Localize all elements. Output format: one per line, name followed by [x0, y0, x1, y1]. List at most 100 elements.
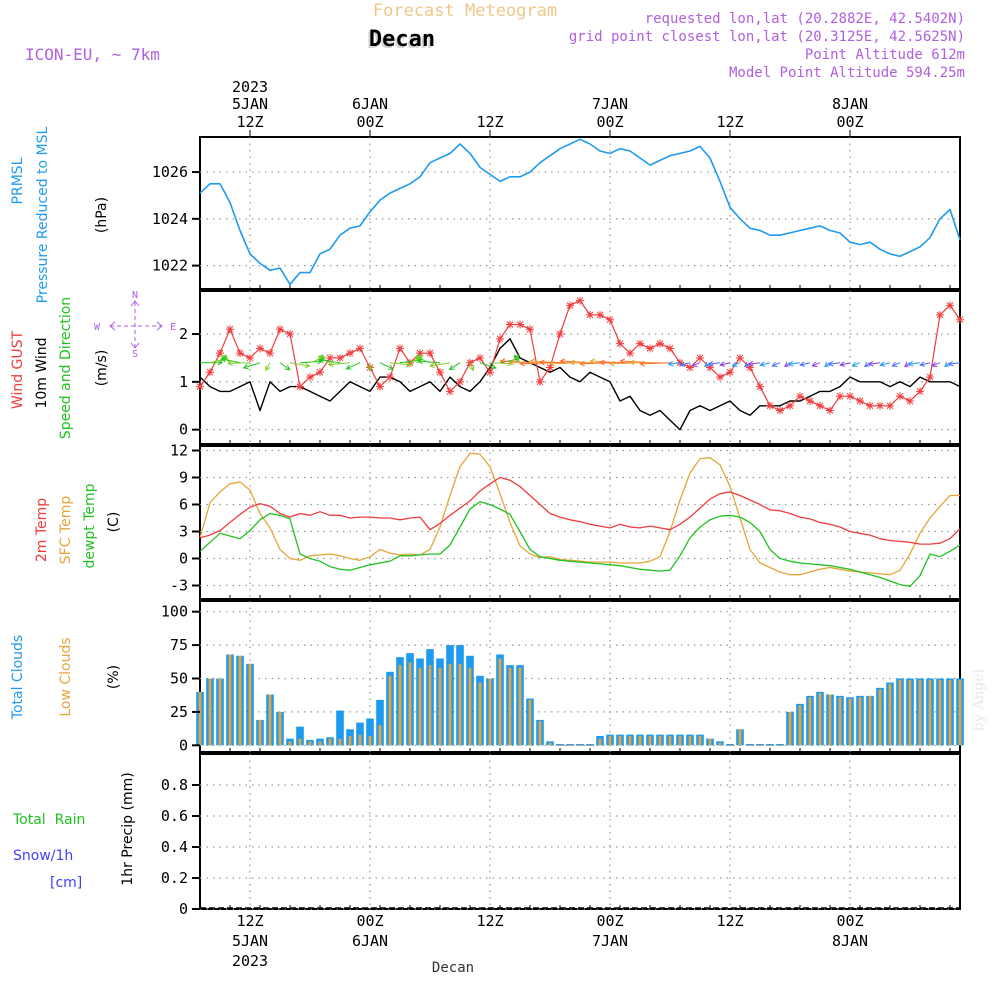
gust-marker	[376, 382, 384, 391]
gust-marker	[936, 310, 944, 319]
low-cloud-bar	[238, 655, 242, 746]
gust-marker	[766, 401, 774, 410]
low-cloud-bar	[738, 729, 742, 746]
y-tick-label: 25	[170, 703, 188, 721]
wind-arrow-head	[490, 364, 497, 370]
wind-arrow-head	[265, 365, 271, 372]
wind-arrow-head	[514, 354, 520, 361]
time-label-top: 00Z	[596, 113, 623, 131]
wind-arrow	[265, 362, 271, 371]
wind-arrow-head	[667, 360, 674, 367]
gust-marker	[896, 392, 904, 401]
sfc-temp-line	[199, 452, 960, 576]
y-tick-label: 9	[179, 469, 188, 487]
wind-arrow	[346, 362, 361, 370]
wind-arrow	[788, 362, 801, 365]
wind-arrow-head	[448, 364, 455, 371]
y-tick-label: 75	[170, 636, 188, 654]
wind-10m-label: 10m Wind	[34, 337, 50, 408]
wind-arrow-head	[679, 361, 686, 367]
total-cloud-bar	[336, 710, 344, 746]
total-cloud-bar	[576, 743, 584, 746]
gust-marker	[806, 396, 814, 405]
total-cloud-bar	[366, 718, 374, 746]
time-label-top: 00Z	[356, 113, 383, 131]
wind-arrow	[812, 362, 821, 367]
wind-arrow-head	[691, 361, 698, 367]
low-cloud-bar	[638, 735, 642, 746]
panel-frame	[199, 753, 961, 910]
y-tick-label: 0.6	[161, 807, 188, 825]
wind-arrow	[319, 359, 341, 364]
low-cloud-bar	[298, 738, 302, 746]
wind-arrow	[880, 362, 891, 366]
time-label-top: 5JAN	[232, 95, 268, 113]
time-label-bottom: 6JAN	[352, 932, 388, 950]
gust-marker	[786, 401, 794, 410]
low-cloud-bar	[958, 679, 962, 746]
snow-unit-label: [cm]	[50, 875, 82, 891]
y-tick-label: 100	[161, 603, 188, 621]
low-cloud-bar	[348, 735, 352, 746]
y-tick-label: 0.2	[161, 869, 188, 887]
wind-arrow	[908, 362, 921, 365]
wind-arrow-head	[549, 360, 555, 367]
compass-n: N	[132, 290, 138, 301]
time-label-bottom: 7JAN	[592, 932, 628, 950]
low-cloud-bar	[648, 735, 652, 746]
time-label-bottom: 12Z	[476, 912, 503, 930]
dewpt-temp-line	[199, 501, 961, 588]
low-cloud-bar	[218, 678, 222, 746]
gust-marker	[216, 349, 224, 358]
low-cloud-bar	[708, 738, 712, 746]
axis-ticks: 102210241026012-3036912025507510000.20.4…	[152, 78, 951, 970]
gust-marker	[436, 368, 444, 377]
gust-marker	[716, 373, 724, 382]
total-cloud-bar	[566, 743, 574, 746]
gust-marker	[736, 353, 744, 362]
wind-arrow	[680, 362, 691, 366]
total-cloud-bar	[556, 743, 564, 746]
wind-arrow-head	[414, 355, 421, 362]
low-cloud-bar	[248, 663, 252, 746]
wind-arrow	[748, 362, 761, 365]
wind-arrow-head	[907, 360, 914, 367]
chart-title: Forecast Meteogram	[373, 1, 557, 21]
wind-arrow-head	[704, 361, 710, 368]
footer-location: Decan	[432, 960, 474, 976]
wind-arrow	[221, 358, 241, 364]
gust-marker	[556, 330, 564, 339]
low-cloud-bar	[678, 735, 682, 746]
wind-arrow-head	[719, 361, 726, 367]
watermark: by Angel	[971, 668, 987, 731]
location-title: Decan	[369, 27, 435, 52]
precip-unit: 1hr Precip (mm)	[120, 772, 136, 885]
wind-arrow-head	[499, 358, 506, 364]
gust-marker	[816, 401, 824, 410]
gust-marker	[856, 396, 864, 405]
wind-arrow	[640, 362, 671, 365]
y-tick-label: 0	[179, 900, 188, 918]
low-cloud-bar	[428, 665, 432, 746]
low-cloud-bar	[788, 711, 792, 746]
low-cloud-bar	[438, 667, 442, 746]
low-cloud-bar	[608, 735, 612, 746]
low-cloud-bar	[478, 682, 482, 746]
wind-arrow	[868, 362, 881, 365]
gust-marker	[416, 349, 424, 358]
time-label-bottom: 12Z	[236, 912, 263, 930]
gust-marker	[256, 344, 264, 353]
pressure-reduced-label: Pressure Reduced to MSL	[35, 126, 51, 303]
low-cloud-bar	[598, 738, 602, 746]
gust-marker	[536, 377, 544, 386]
low-cloud-bar	[928, 679, 932, 746]
wind-arrow-head	[904, 361, 910, 368]
low-cloud-bar	[278, 711, 282, 746]
wind-arrow-head	[787, 360, 794, 367]
low-cloud-bar	[878, 689, 882, 746]
total-cloud-bar	[726, 743, 734, 746]
gust-marker	[946, 301, 954, 310]
sfc-temp-label: SFC Temp	[58, 496, 74, 565]
gust-marker	[336, 353, 344, 362]
total-cloud-bar	[756, 743, 764, 746]
